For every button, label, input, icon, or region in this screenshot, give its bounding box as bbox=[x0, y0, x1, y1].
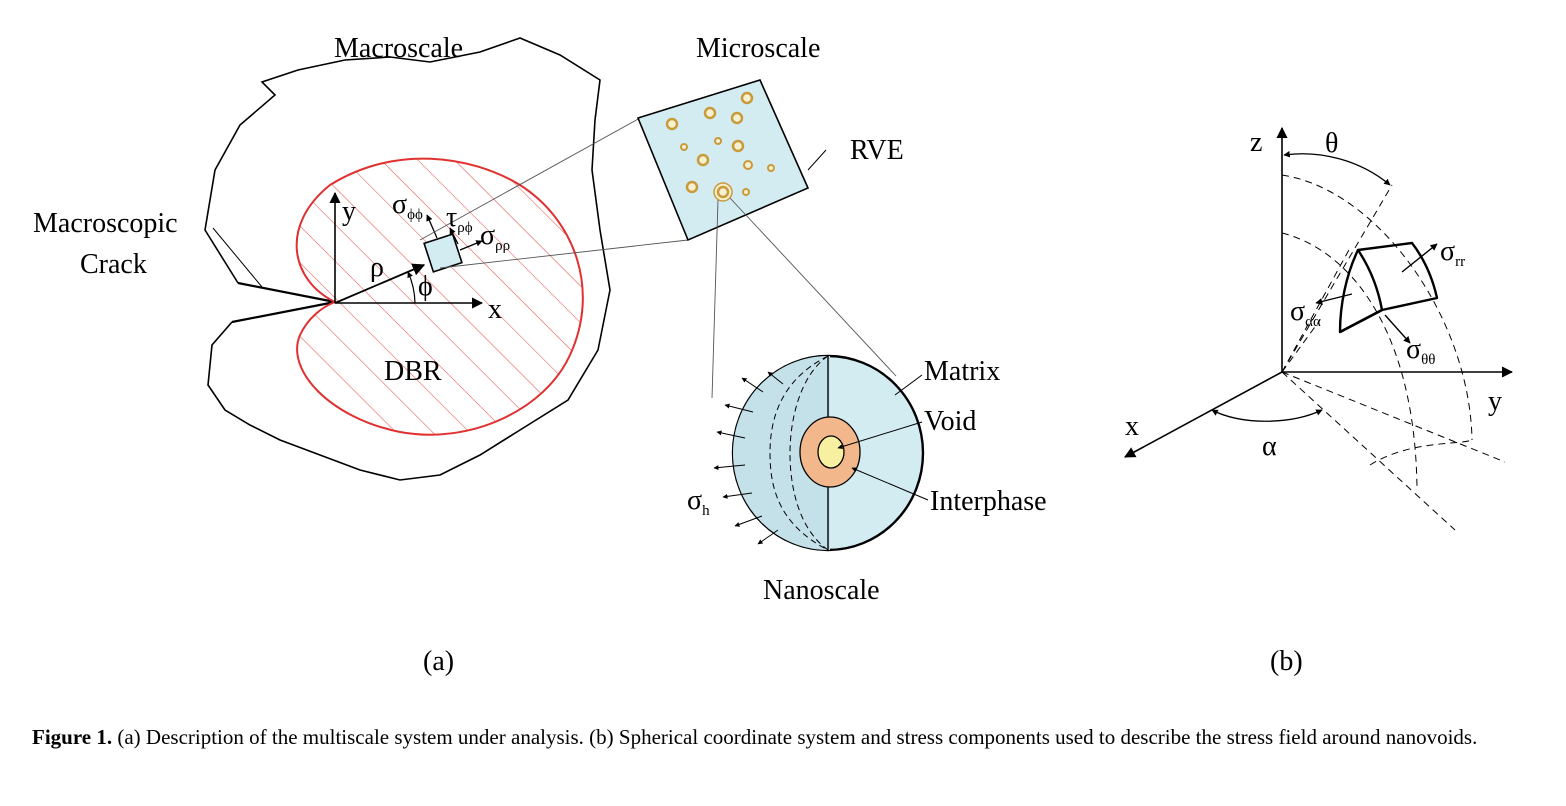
void-leader bbox=[837, 421, 923, 450]
rho-label: ρ bbox=[370, 252, 384, 283]
projection-line bbox=[419, 117, 641, 241]
x-axis-label-b: x bbox=[1125, 411, 1139, 442]
rve-leader bbox=[807, 149, 827, 171]
sigma-aa-label: σαα bbox=[1290, 296, 1321, 330]
alpha-arc bbox=[1211, 409, 1323, 422]
rho-vector bbox=[334, 263, 426, 304]
phi-label: ϕ bbox=[418, 271, 433, 302]
phi-arc bbox=[407, 271, 416, 304]
caption-text: (a) Description of the multiscale system… bbox=[112, 725, 1478, 749]
panel-a: Macroscale Microscale RVE Macroscopic Cr… bbox=[33, 33, 1047, 677]
crack-leader bbox=[212, 227, 263, 288]
sigma-phiphi-label: σϕϕ bbox=[392, 189, 423, 223]
figure-caption: Figure 1. (a) Description of the multisc… bbox=[32, 722, 1538, 752]
dbr-region bbox=[295, 157, 584, 436]
panel-b: z θ y x α σrr σαα σθθ (b) bbox=[1124, 126, 1514, 677]
tau-rhophi-label: τρϕ bbox=[446, 202, 473, 236]
projection-line bbox=[711, 199, 719, 399]
sigma-h-label: σh bbox=[687, 485, 710, 519]
theta-arc bbox=[1283, 150, 1391, 186]
projection-line bbox=[439, 239, 689, 269]
y-axis-label-a: y bbox=[342, 196, 356, 227]
matrix-label: Matrix bbox=[924, 356, 1000, 387]
theta-label: θ bbox=[1325, 128, 1338, 159]
y-axis-label-b: y bbox=[1488, 386, 1502, 417]
caption-label: Figure 1. bbox=[32, 725, 113, 749]
rve-particles bbox=[665, 91, 775, 202]
tau-rhophi-arrow bbox=[449, 227, 459, 245]
sigma-rr-arrow bbox=[1401, 243, 1438, 273]
matrix-leader bbox=[894, 374, 923, 396]
rve-label: RVE bbox=[850, 135, 904, 166]
alpha-label: α bbox=[1262, 431, 1277, 462]
stress-element-b bbox=[1338, 241, 1439, 334]
interphase-leader bbox=[851, 467, 929, 501]
projection-line bbox=[729, 197, 897, 377]
void-core bbox=[817, 435, 845, 469]
nanoscale-label: Nanoscale bbox=[763, 575, 880, 606]
void-label: Void bbox=[924, 406, 976, 437]
sigma-rr-label: σrr bbox=[1440, 236, 1465, 270]
panel-b-tag: (b) bbox=[1270, 646, 1303, 677]
sigma-tt-label: σθθ bbox=[1406, 334, 1435, 368]
sigma-rhorho-label: σρρ bbox=[480, 220, 510, 254]
crack-label-line2: Crack bbox=[80, 249, 147, 280]
sigma-tt-arrow bbox=[1384, 314, 1411, 344]
sigma-phiphi-arrow bbox=[426, 214, 438, 239]
x-axis-label-a: x bbox=[488, 294, 502, 325]
macroscale-body bbox=[204, 37, 611, 481]
rve-block bbox=[636, 79, 810, 242]
dbr-label: DBR bbox=[384, 356, 442, 387]
sigma-h-arrows bbox=[713, 371, 784, 545]
sigma-rhorho-arrow bbox=[459, 240, 483, 251]
x-axis-b bbox=[1124, 371, 1283, 458]
figure-1: Macroscale Microscale RVE Macroscopic Cr… bbox=[33, 33, 1514, 677]
spherical-construction bbox=[1281, 174, 1506, 531]
interphase-label: Interphase bbox=[930, 486, 1047, 517]
panel-a-tag: (a) bbox=[423, 646, 454, 677]
z-axis-label-b: z bbox=[1250, 127, 1262, 158]
macroscale-label: Macroscale bbox=[334, 33, 463, 64]
nanoscale-sphere bbox=[713, 354, 929, 552]
microscale-label: Microscale bbox=[696, 33, 820, 64]
crack-label-line1: Macroscopic bbox=[33, 208, 178, 239]
sigma-aa-arrow bbox=[1315, 293, 1353, 305]
